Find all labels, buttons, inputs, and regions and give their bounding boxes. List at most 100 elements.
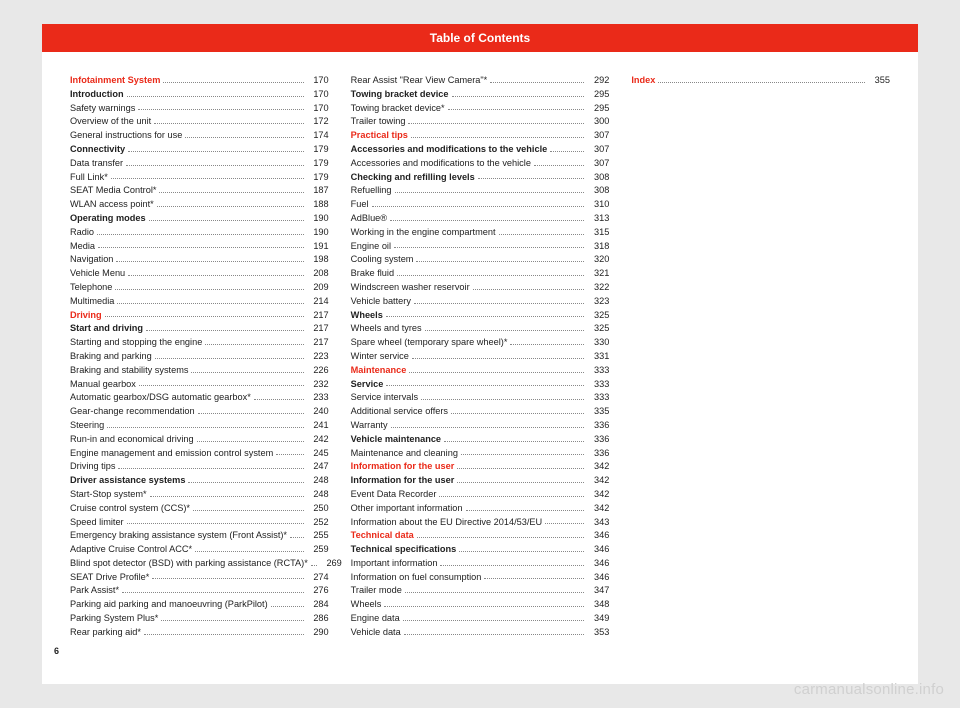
toc-leader-dots (412, 358, 584, 359)
toc-page: 226 (307, 364, 329, 378)
toc-content: Infotainment System170Introduction170Saf… (42, 52, 918, 650)
toc-page: 349 (587, 612, 609, 626)
toc-row: Spare wheel (temporary spare wheel)*330 (351, 336, 610, 350)
toc-label: Driving (70, 309, 102, 323)
toc-row: Park Assist*276 (70, 584, 329, 598)
toc-label: Blind spot detector (BSD) with parking a… (70, 557, 308, 571)
toc-label: Vehicle maintenance (351, 433, 441, 447)
toc-page: 188 (307, 198, 329, 212)
toc-row: Maintenance333 (351, 364, 610, 378)
toc-leader-dots (510, 344, 584, 345)
toc-label: General instructions for use (70, 129, 182, 143)
toc-row: Blind spot detector (BSD) with parking a… (70, 557, 329, 571)
toc-row: Fuel310 (351, 198, 610, 212)
toc-page: 209 (307, 281, 329, 295)
toc-label: Introduction (70, 88, 124, 102)
toc-label: Vehicle battery (351, 295, 411, 309)
toc-row: Winter service 331 (351, 350, 610, 364)
toc-leader-dots (484, 578, 584, 579)
toc-label: Parking aid parking and manoeuvring (Par… (70, 598, 268, 612)
toc-row: Engine data349 (351, 612, 610, 626)
toc-page: 170 (307, 88, 329, 102)
toc-page: 286 (307, 612, 329, 626)
toc-leader-dots (444, 441, 584, 442)
toc-label: Wheels and tyres (351, 322, 422, 336)
toc-page: 353 (587, 626, 609, 640)
toc-label: Maintenance (351, 364, 407, 378)
toc-leader-dots (397, 275, 584, 276)
toc-leader-dots (411, 137, 584, 138)
toc-label: Towing bracket device (351, 88, 449, 102)
toc-leader-dots (144, 634, 304, 635)
toc-leader-dots (421, 399, 584, 400)
toc-leader-dots (146, 330, 304, 331)
toc-row: Service intervals333 (351, 391, 610, 405)
toc-label: Vehicle Menu (70, 267, 125, 281)
toc-row: Steering241 (70, 419, 329, 433)
toc-page: 259 (307, 543, 329, 557)
toc-page: 295 (587, 102, 609, 116)
toc-page: 336 (587, 447, 609, 461)
toc-label: Radio (70, 226, 94, 240)
toc-row: Windscreen washer reservoir322 (351, 281, 610, 295)
toc-row: Warranty336 (351, 419, 610, 433)
toc-page: 198 (307, 253, 329, 267)
toc-page: 335 (587, 405, 609, 419)
toc-row: Run-in and economical driving242 (70, 433, 329, 447)
toc-label: Media (70, 240, 95, 254)
toc-label: Winter service (351, 350, 409, 364)
toc-page: 321 (587, 267, 609, 281)
toc-row: Brake fluid 321 (351, 267, 610, 281)
toc-label: Rear parking aid* (70, 626, 141, 640)
toc-row: Adaptive Cruise Control ACC*259 (70, 543, 329, 557)
toc-page: 269 (320, 557, 342, 571)
toc-leader-dots (408, 123, 584, 124)
toc-page: 355 (868, 74, 890, 88)
toc-leader-dots (459, 551, 584, 552)
toc-label: Start-Stop system* (70, 488, 147, 502)
toc-leader-dots (403, 620, 585, 621)
toc-leader-dots (384, 606, 584, 607)
toc-leader-dots (127, 96, 304, 97)
toc-page: 217 (307, 322, 329, 336)
toc-leader-dots (386, 385, 584, 386)
toc-label: Information for the user (351, 474, 455, 488)
toc-leader-dots (115, 289, 303, 290)
toc-label: Windscreen washer reservoir (351, 281, 470, 295)
toc-row: Working in the engine compartment315 (351, 226, 610, 240)
toc-page: 292 (587, 74, 609, 88)
toc-leader-dots (122, 592, 304, 593)
toc-label: Rear Assist "Rear View Camera"* (351, 74, 488, 88)
toc-leader-dots (205, 344, 303, 345)
toc-page: 217 (307, 336, 329, 350)
toc-columns: Infotainment System170Introduction170Saf… (70, 74, 890, 650)
toc-row: Overview of the unit172 (70, 115, 329, 129)
toc-leader-dots (372, 206, 585, 207)
toc-row: Multimedia214 (70, 295, 329, 309)
toc-leader-dots (193, 510, 304, 511)
toc-label: Brake fluid (351, 267, 394, 281)
toc-label: Spare wheel (temporary spare wheel)* (351, 336, 508, 350)
toc-label: Working in the engine compartment (351, 226, 496, 240)
toc-leader-dots (440, 565, 584, 566)
toc-page: 190 (307, 212, 329, 226)
toc-row: Important information346 (351, 557, 610, 571)
toc-label: Overview of the unit (70, 115, 151, 129)
toc-leader-dots (457, 468, 584, 469)
toc-page: 348 (587, 598, 609, 612)
toc-page: 331 (587, 350, 609, 364)
toc-leader-dots (390, 220, 584, 221)
toc-leader-dots (466, 510, 585, 511)
toc-row: Operating modes190 (70, 212, 329, 226)
toc-label: Steering (70, 419, 104, 433)
toc-label: Service (351, 378, 384, 392)
toc-row: Vehicle Menu208 (70, 267, 329, 281)
toc-label: Braking and stability systems (70, 364, 188, 378)
toc-row: Technical specifications346 (351, 543, 610, 557)
toc-row: AdBlue®313 (351, 212, 610, 226)
toc-leader-dots (439, 496, 584, 497)
toc-leader-dots (414, 303, 584, 304)
toc-page: 343 (587, 516, 609, 530)
toc-row: Refuelling308 (351, 184, 610, 198)
toc-row: Checking and refilling levels308 (351, 171, 610, 185)
